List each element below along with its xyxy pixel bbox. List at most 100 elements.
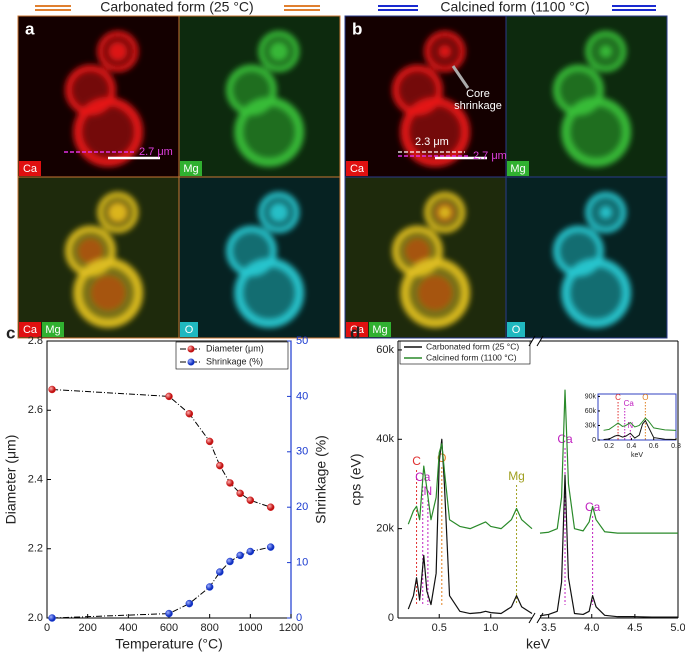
annotation-label: Ca: [624, 399, 635, 408]
x-axis-title: Temperature (°C): [115, 636, 223, 652]
legend-marker: [187, 345, 195, 353]
particle-core: [269, 203, 289, 222]
particle-core: [90, 275, 126, 311]
particle-rim: [400, 97, 470, 167]
x-tick-label: 1000: [238, 622, 262, 634]
data-point: [205, 583, 214, 591]
particle-rim: [234, 258, 304, 328]
y-tick-label: 20k: [376, 523, 394, 535]
data-point: [185, 409, 194, 418]
y2-tick-label: 40: [296, 390, 308, 402]
annotation-label: N: [627, 421, 633, 430]
particle: [225, 30, 305, 168]
y-tick-label: 2.6: [28, 404, 43, 416]
element-label: Ca: [350, 163, 365, 175]
particle-core: [417, 275, 453, 311]
y-tick-label: 2.2: [28, 543, 43, 555]
particle-rim: [97, 192, 139, 233]
element-chip: [180, 322, 198, 337]
y-tick-label: 0: [388, 612, 394, 624]
particle-body: [72, 96, 144, 168]
data-point: [236, 489, 244, 498]
data-point: [48, 385, 56, 394]
y-tick-label: 30k: [585, 422, 597, 429]
annotation-label: Mg: [508, 469, 525, 483]
element-label: Mg: [183, 163, 198, 175]
x-tick-label: 1.0: [483, 622, 498, 634]
x-tick-label: 3.5: [541, 622, 556, 634]
panel-letter: d: [350, 323, 360, 342]
particle-core: [269, 42, 289, 61]
dimension-label: 2.3 μm: [415, 136, 449, 148]
header-bar: [35, 5, 71, 7]
header-bar: [35, 9, 71, 11]
particle-rim: [585, 31, 627, 72]
callout-label: Core: [466, 88, 490, 100]
y-tick-label: 60k: [585, 408, 597, 415]
x-tick-label: 0.5: [432, 622, 447, 634]
panel-letter: b: [352, 19, 362, 38]
element-label: O: [512, 324, 521, 336]
element-label: Mg: [45, 324, 60, 336]
element-chip: [180, 161, 202, 176]
x-tick-label: 400: [119, 622, 137, 634]
x-tick-label: 5.0: [670, 622, 685, 634]
x-tick-label: 200: [78, 622, 96, 634]
particle-rim: [400, 258, 470, 328]
particle-rim: [234, 97, 304, 167]
spectrum-line: [603, 419, 677, 441]
y2-axis-title: Shrinkage (%): [313, 435, 329, 524]
data-point: [216, 461, 224, 470]
x-axis-title: keV: [631, 452, 643, 459]
particle-rim: [561, 97, 631, 167]
y-tick-label: 90k: [585, 393, 597, 400]
data-point: [185, 599, 194, 608]
particle-body: [560, 257, 632, 329]
inset-frame: [597, 393, 677, 441]
plot-frame: [46, 340, 292, 619]
header-bar: [284, 5, 320, 7]
legend-label: Shrinkage (%): [206, 356, 263, 366]
element-label: O: [185, 324, 194, 336]
particle: [391, 191, 471, 329]
element-chip: [507, 322, 525, 337]
callout-arrow: [451, 65, 470, 89]
panel-letter: c: [6, 323, 15, 342]
dimension-label: 2.7 μm: [139, 146, 173, 158]
data-point: [246, 496, 255, 505]
x-tick-label: 0.6: [649, 443, 659, 450]
particle-rim: [73, 258, 143, 328]
legend-label: Diameter (μm): [206, 343, 264, 353]
particle-rim: [258, 31, 300, 72]
x-tick-label: 0: [44, 622, 50, 634]
y2-tick-label: 50: [296, 335, 308, 347]
x-tick-label: 800: [200, 622, 218, 634]
y2-tick-label: 20: [296, 501, 308, 513]
x-tick-label: 600: [160, 622, 178, 634]
y2-tick-label: 0: [296, 612, 302, 624]
particle-rim: [258, 192, 300, 233]
particle-core: [438, 45, 452, 58]
particle-rim: [424, 31, 466, 72]
data-point: [165, 392, 173, 401]
element-chip: [19, 161, 41, 176]
particle: [64, 30, 144, 168]
header-bar: [378, 9, 418, 11]
legend-box: [399, 340, 531, 365]
x-tick-label: 4.5: [627, 622, 642, 634]
data-point: [246, 547, 255, 556]
element-label: Mg: [372, 324, 387, 336]
element-label: Ca: [350, 324, 365, 336]
data-point: [216, 568, 224, 576]
header-bar: [612, 9, 656, 11]
header-bar: [378, 5, 418, 7]
data-point: [226, 479, 234, 487]
legend-label: Carbonated form (25 °C): [426, 341, 519, 351]
element-chip: [369, 322, 391, 337]
legend-marker: [187, 358, 195, 366]
element-chip: [346, 161, 368, 176]
axis-break: [528, 612, 536, 624]
legend-box: [175, 341, 289, 370]
particle-core: [599, 45, 613, 58]
